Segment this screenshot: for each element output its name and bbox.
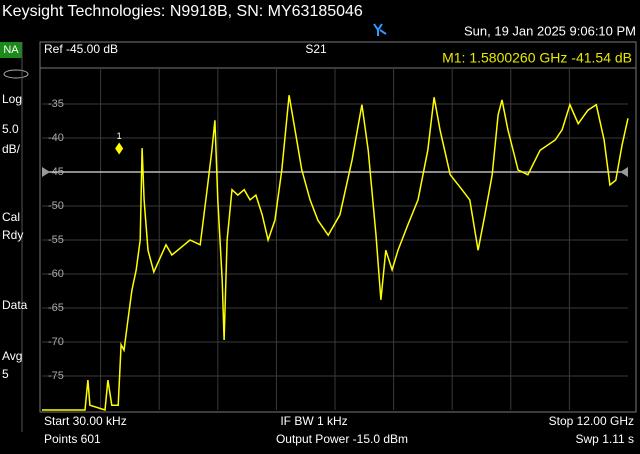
sweep-time: Swp 1.11 s: [576, 432, 634, 446]
start-freq: Start 30.00 kHz: [44, 414, 127, 428]
output-power: Output Power -15.0 dBm: [276, 432, 408, 446]
y-tick-label: -60: [48, 268, 64, 280]
usb-icon: [373, 23, 387, 36]
measurement: S21: [305, 42, 327, 56]
stop-freq: Stop 12.00 GHz: [549, 414, 634, 428]
trace: [42, 95, 629, 411]
marker-readout: M1: 1.5800260 GHz -41.54 dB: [442, 50, 632, 66]
sidebar-text: Avg: [2, 349, 22, 363]
plot-frame: [39, 41, 637, 413]
marker-label: 1: [117, 131, 122, 141]
y-tick-label: -35: [48, 98, 64, 110]
mode-badge[interactable]: [0, 42, 22, 58]
sweep-icon: [3, 69, 29, 79]
reference-arrow: [42, 167, 50, 177]
y-tick-label: -40: [48, 132, 64, 144]
mode-label: NA: [3, 44, 19, 56]
points: Points 601: [44, 432, 101, 446]
sidebar-text: 5: [2, 367, 9, 381]
trace-plot: -35-40-45-50-55-60-65-70-751: [42, 68, 629, 411]
reference-arrow: [620, 167, 628, 177]
y-tick-label: -75: [48, 370, 64, 382]
instrument-title: Keysight Technologies: N9918B, SN: MY631…: [2, 3, 363, 20]
y-tick-label: -70: [48, 336, 64, 348]
ref-level: Ref -45.00 dB: [44, 42, 118, 56]
marker: [115, 142, 124, 155]
y-tick-label: -50: [48, 200, 64, 212]
sidebar-text: Data: [2, 298, 28, 312]
sidebar-text: Cal: [2, 210, 20, 224]
sidebar-text: 5.0: [2, 122, 19, 136]
sidebar-text: dB/: [2, 142, 21, 156]
datetime: Sun, 19 Jan 2025 9:06:10 PM: [464, 23, 636, 38]
sidebar-text: Rdy: [2, 228, 23, 242]
if-bandwidth: IF BW 1 kHz: [280, 414, 347, 428]
y-tick-label: -55: [48, 234, 64, 246]
sidebar-text: Log: [2, 92, 22, 106]
y-tick-label: -65: [48, 302, 64, 314]
